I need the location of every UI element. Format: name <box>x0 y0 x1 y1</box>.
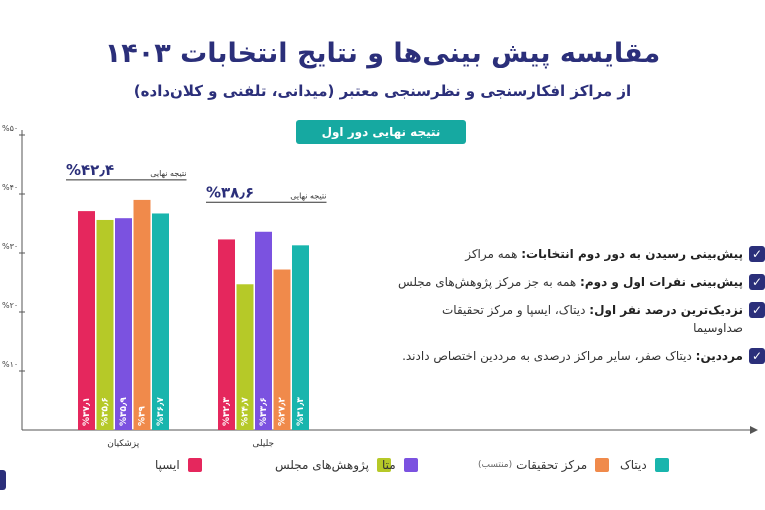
legend-label: ایسپا <box>155 458 180 472</box>
bar <box>273 269 291 430</box>
bar <box>96 219 114 430</box>
bar <box>218 239 235 430</box>
finding-head: پیش‌بینی نفرات اول و دوم: <box>580 275 743 289</box>
legend-swatch <box>377 458 392 472</box>
bar <box>115 218 132 430</box>
final-result-value: %۳۸٫۶ <box>206 183 254 201</box>
bar-value-label: %۳۹ <box>138 405 148 426</box>
finding-head: نزدیک‌ترین درصد نفر اول: <box>589 303 743 317</box>
bar-value-label: %۳۱٫۳ <box>296 397 306 426</box>
bar-value-label: %۳۵٫۶ <box>101 397 111 426</box>
finding-item: ✓ مرددین: دیتاک صفر، سایر مراکز درصدی به… <box>395 347 765 365</box>
page-title: مقایسه پیش بینی‌ها و نتایج انتخابات ۱۴۰۳ <box>104 38 661 69</box>
legend-swatch <box>403 458 418 472</box>
x-axis-arrow <box>750 426 758 434</box>
corner-accent <box>0 470 6 490</box>
bar-value-label: %۲۷٫۲ <box>278 397 288 426</box>
bar <box>78 211 95 430</box>
finding-detail: همه به جز مرکز پژوهش‌های مجلس <box>398 275 581 289</box>
bar <box>236 284 254 430</box>
findings-list: ✓ پیش‌بینی رسیدن به دور دوم انتخابات: هم… <box>395 245 765 375</box>
bar <box>292 245 309 430</box>
finding-detail: همه مراکز <box>465 247 522 261</box>
y-tick-label: %۱۰ <box>2 360 18 369</box>
final-result-label: نتیجه نهایی <box>290 191 326 200</box>
result-badge: نتیجه نهایی دور اول انتخابات <box>296 120 466 163</box>
bar <box>255 231 272 430</box>
bar-value-label: %۳۷٫۱ <box>82 397 92 426</box>
final-result-label: نتیجه نهایی <box>150 169 186 178</box>
legend-swatch <box>187 458 202 472</box>
bar-value-label: %۳۲٫۳ <box>222 397 232 426</box>
x-tick-label: پزشکیان <box>107 439 140 449</box>
finding-text: پیش‌بینی رسیدن به دور دوم انتخابات: همه … <box>465 245 743 263</box>
check-icon: ✓ <box>749 302 765 318</box>
bar <box>152 213 169 430</box>
legend-item-datak: دیتاک <box>620 458 669 472</box>
legend-label: متا <box>382 458 396 472</box>
bar <box>133 199 151 430</box>
finding-head: مرددین: <box>695 349 743 363</box>
bar-value-label: %۳۶٫۷ <box>156 397 166 426</box>
bar-value-label: %۲۴٫۷ <box>241 397 251 426</box>
check-icon: ✓ <box>749 348 765 364</box>
y-tick-label: %۴۰ <box>2 183 18 192</box>
finding-detail: دیتاک صفر، سایر مراکز درصدی به مرددین اخ… <box>402 349 696 363</box>
chart-legend: ایسپا پژوهش‌های مجلس متا مرکز تحقیقات (م… <box>60 458 710 480</box>
y-tick-label: %۲۰ <box>2 301 18 310</box>
check-icon: ✓ <box>749 274 765 290</box>
legend-label: مرکز تحقیقات <box>516 458 588 472</box>
finding-item: ✓ پیش‌بینی رسیدن به دور دوم انتخابات: هم… <box>395 245 765 263</box>
check-icon: ✓ <box>749 246 765 262</box>
legend-item-majlis: پژوهش‌های مجلس <box>275 458 392 472</box>
legend-swatch <box>595 458 610 472</box>
legend-item-meta: متا <box>382 458 418 472</box>
legend-swatch <box>654 458 669 472</box>
legend-label: دیتاک <box>620 458 647 472</box>
final-result-value: %۴۲٫۴ <box>66 161 114 179</box>
legend-item-research-center: مرکز تحقیقات (منتسب) <box>478 458 610 472</box>
legend-label: پژوهش‌های مجلس <box>275 458 370 472</box>
finding-text: پیش‌بینی نفرات اول و دوم: همه به جز مرکز… <box>398 273 743 291</box>
y-tick-label: %۳۰ <box>2 242 18 251</box>
finding-head: پیش‌بینی رسیدن به دور دوم انتخابات: <box>521 247 743 261</box>
y-tick-label: %۵۰ <box>2 124 18 133</box>
finding-item: ✓ نزدیک‌ترین درصد نفر اول: دیتاک، ایسپا … <box>395 301 765 337</box>
finding-text: نزدیک‌ترین درصد نفر اول: دیتاک، ایسپا و … <box>395 301 743 337</box>
bar-value-label: %۳۵٫۹ <box>119 397 129 426</box>
legend-note: (منتسب) <box>478 460 513 470</box>
legend-item-ispa: ایسپا <box>155 458 202 472</box>
x-tick-label: جلیلی <box>252 439 274 449</box>
finding-item: ✓ پیش‌بینی نفرات اول و دوم: همه به جز مر… <box>395 273 765 291</box>
finding-text: مرددین: دیتاک صفر، سایر مراکز درصدی به م… <box>402 347 743 365</box>
page-subtitle: از مراکز افکارسنجی و نظرسنجی معتبر (میدا… <box>133 82 632 100</box>
finding-detail: دیتاک، ایسپا و مرکز تحقیقات صداوسیما <box>442 303 743 335</box>
bar-value-label: %۳۳٫۶ <box>259 397 269 426</box>
